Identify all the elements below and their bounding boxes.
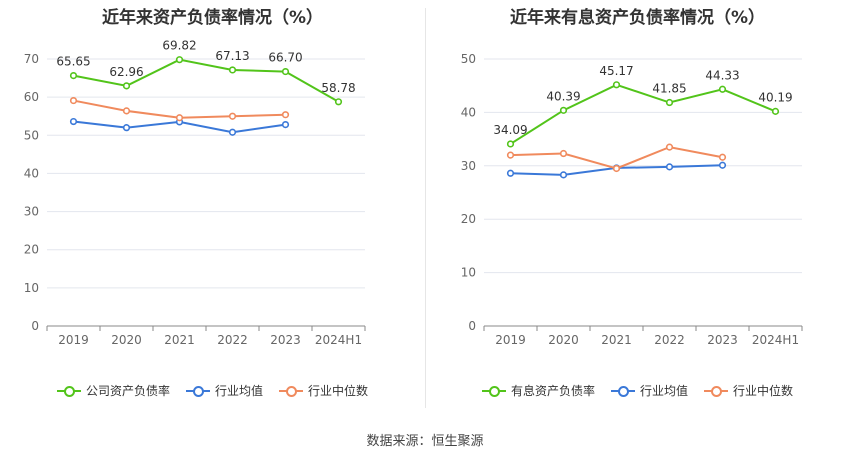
data-point [228, 66, 237, 74]
data-point [665, 143, 674, 151]
legend-swatch [481, 385, 506, 397]
x-tick-label: 2023 [270, 333, 301, 347]
legend-item[interactable]: 行业均值 [185, 382, 263, 399]
x-tick-label: 2019 [495, 333, 526, 347]
data-label: 44.33 [705, 68, 739, 82]
data-label: 45.17 [599, 64, 633, 78]
data-point [281, 121, 290, 129]
data-point [506, 169, 515, 177]
data-label: 58.78 [321, 81, 355, 95]
data-point [122, 82, 131, 90]
right-chart-panel: 近年来有息资产负债率情况（%） 0 10 20 30 40 50 2019 2020 2021 2… [425, 0, 850, 410]
data-point [718, 85, 727, 93]
legend-item[interactable]: 行业中位数 [704, 382, 793, 399]
legend-item[interactable]: 公司资产负债率 [56, 382, 170, 399]
data-point [559, 106, 568, 114]
data-point [69, 71, 78, 80]
x-tick-label: 2022 [217, 333, 248, 347]
legend-label: 行业均值 [214, 384, 263, 398]
liability-ratio-chart: 0 10 20 30 40 50 60 70 2019 2020 2021 2022 2023 2024H… [24, 39, 366, 347]
interest-bearing-liability-ratio-chart: 0 10 20 30 40 50 2019 2020 2021 2022 2023 2024H1 34.… [461, 52, 803, 347]
data-point [228, 128, 237, 136]
data-point [718, 153, 727, 161]
data-point [718, 161, 727, 169]
legend-label: 有息资产负债率 [510, 384, 595, 398]
legend-swatch [56, 385, 81, 397]
data-point [771, 107, 780, 115]
x-tick-label: 2023 [707, 333, 738, 347]
data-label: 69.82 [162, 39, 196, 53]
series-line [509, 83, 776, 145]
data-label: 40.39 [546, 89, 580, 103]
data-point [122, 124, 131, 132]
data-point [665, 163, 674, 171]
chart-title: 近年来有息资产负债率情况（%） [509, 8, 766, 28]
y-tick-label: 30 [24, 205, 39, 219]
legend-label: 公司资产负债率 [85, 384, 170, 398]
legend-item[interactable]: 行业均值 [610, 382, 688, 399]
data-point [175, 56, 184, 64]
y-tick-label: 70 [24, 52, 39, 66]
chart-title: 近年来资产负债率情况（%） [101, 8, 324, 28]
y-tick-label: 50 [461, 52, 476, 66]
data-label: 41.85 [652, 82, 686, 96]
x-tick-label: 2024H1 [315, 333, 362, 347]
x-tick-label: 2021 [164, 333, 195, 347]
legend-swatch [185, 385, 210, 397]
x-tick-label: 2024H1 [752, 333, 799, 347]
y-tick-label: 40 [461, 105, 476, 119]
y-tick-label: 50 [24, 128, 39, 142]
data-point [69, 96, 78, 105]
data-point [334, 98, 343, 106]
y-tick-label: 40 [24, 166, 39, 180]
legend-label: 行业中位数 [308, 384, 369, 398]
data-label: 65.65 [56, 55, 90, 69]
legend-item[interactable]: 有息资产负债率 [481, 382, 595, 399]
x-tick-label: 2019 [58, 333, 89, 347]
y-tick-label: 0 [31, 319, 39, 333]
chart-legend: 有息资产负债率 行业均值 行业中位数 [425, 382, 850, 399]
data-label: 34.09 [493, 123, 527, 137]
legend-swatch [279, 385, 303, 397]
data-point [69, 117, 78, 126]
panel-divider [425, 8, 426, 408]
series-line [73, 58, 339, 103]
data-point [175, 114, 184, 122]
data-point [506, 140, 515, 148]
y-tick-label: 30 [461, 159, 476, 173]
y-tick-label: 10 [461, 266, 476, 280]
data-label: 40.19 [758, 90, 792, 104]
legend-item[interactable]: 行业中位数 [279, 382, 368, 399]
data-point [281, 111, 290, 119]
y-tick-label: 60 [24, 90, 39, 104]
data-label: 67.13 [215, 49, 249, 63]
data-point [506, 151, 515, 159]
chart-legend: 公司资产负债率 行业均值 行业中位数 [0, 382, 425, 399]
data-point [612, 164, 621, 173]
legend-swatch [610, 385, 635, 397]
data-point [665, 98, 674, 107]
left-chart-panel: 近年来资产负债率情况（%） 0 10 20 30 40 50 60 70 2019 2020 202… [0, 0, 425, 410]
data-point [559, 149, 568, 158]
legend-label: 行业中位数 [733, 384, 794, 398]
data-point [559, 171, 568, 179]
data-point [281, 67, 290, 76]
x-tick-label: 2020 [111, 333, 142, 347]
y-tick-label: 20 [24, 243, 39, 257]
legend-swatch [704, 385, 728, 397]
data-label: 66.70 [268, 51, 302, 65]
legend-label: 行业均值 [639, 384, 688, 398]
x-tick-label: 2020 [548, 333, 579, 347]
data-point [612, 81, 621, 89]
y-tick-label: 20 [461, 212, 476, 226]
x-tick-label: 2022 [654, 333, 685, 347]
y-tick-label: 0 [468, 319, 476, 333]
data-point [122, 107, 131, 115]
x-tick-label: 2021 [601, 333, 632, 347]
data-label: 62.96 [109, 65, 143, 79]
data-source-label: 数据来源：恒生聚源 [366, 434, 484, 449]
data-point [228, 112, 237, 120]
y-tick-label: 10 [24, 281, 39, 295]
